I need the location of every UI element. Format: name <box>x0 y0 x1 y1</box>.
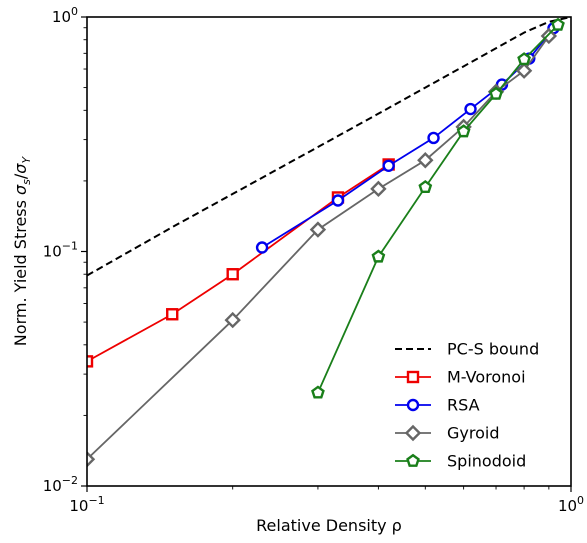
series-line <box>87 17 571 277</box>
x-tick-label: 10−1 <box>69 494 104 515</box>
series-gyroid <box>87 27 558 468</box>
legend-label: Spinodoid <box>447 452 526 471</box>
data-point-pentagon <box>418 179 433 194</box>
series-pc-s-bound <box>87 17 571 277</box>
data-point-circle <box>331 194 345 207</box>
data-point-pentagon <box>311 385 325 399</box>
data-point-diamond <box>515 62 533 79</box>
data-point-circle <box>255 241 269 254</box>
data-point-diamond <box>404 424 422 442</box>
legend-item: RSA <box>395 396 480 415</box>
y-axis-label: Norm. Yield Stress σs/σY <box>11 156 33 347</box>
legend-item: Spinodoid <box>395 452 526 471</box>
data-point-square <box>87 355 94 368</box>
legend-item: PC-S bound <box>395 340 539 359</box>
y-axis-label-sigma-2: σ <box>11 163 30 174</box>
legend-label: RSA <box>447 396 480 415</box>
legend-item: Gyroid <box>395 424 499 443</box>
data-point-diamond <box>87 451 96 468</box>
data-point-pentagon <box>371 249 386 263</box>
y-tick-label: 10−1 <box>43 240 78 261</box>
data-point-diamond <box>224 311 241 329</box>
data-point-pentagon <box>456 124 471 138</box>
series-layer <box>87 17 571 468</box>
data-point-square <box>226 268 239 281</box>
y-axis-label-slash: / <box>11 173 30 179</box>
y-axis-label-sub-s: s <box>20 179 33 185</box>
data-point-pentagon <box>517 52 531 66</box>
data-point-square <box>406 370 420 384</box>
data-point-circle <box>464 102 477 116</box>
x-tick-label: 100 <box>558 494 584 515</box>
data-point-pentagon <box>489 86 503 100</box>
x-axis-label: Relative Density ρ <box>256 516 402 535</box>
data-point-circle <box>406 398 420 412</box>
ticks-layer <box>81 16 572 492</box>
data-point-pentagon <box>551 17 565 31</box>
data-point-circle <box>427 131 440 145</box>
legend-label: M-Voronoi <box>447 368 526 387</box>
y-tick-label: 10−2 <box>43 474 78 495</box>
legend-item: M-Voronoi <box>395 368 526 387</box>
legend-label: Gyroid <box>447 424 499 443</box>
data-point-diamond <box>417 152 434 169</box>
legend: PC-S bound M-Voronoi RSA Gyroid Spinodoid <box>395 340 539 471</box>
y-axis-label-sub-y: Y <box>20 156 33 164</box>
data-point-diamond <box>540 27 558 45</box>
data-point-diamond <box>309 221 327 238</box>
y-axis-label-main: Norm. Yield Stress <box>11 195 30 346</box>
data-point-pentagon <box>406 453 420 467</box>
y-axis-label-sigma-1: σ <box>11 184 30 195</box>
series-m-voronoi <box>87 158 395 368</box>
data-point-circle <box>382 159 395 172</box>
data-point-diamond <box>370 180 387 198</box>
y-tick-label: 100 <box>52 5 78 26</box>
series-rsa <box>255 22 560 254</box>
data-point-square <box>166 308 179 321</box>
series-spinodoid <box>311 17 565 399</box>
legend-label: PC-S bound <box>447 340 539 359</box>
